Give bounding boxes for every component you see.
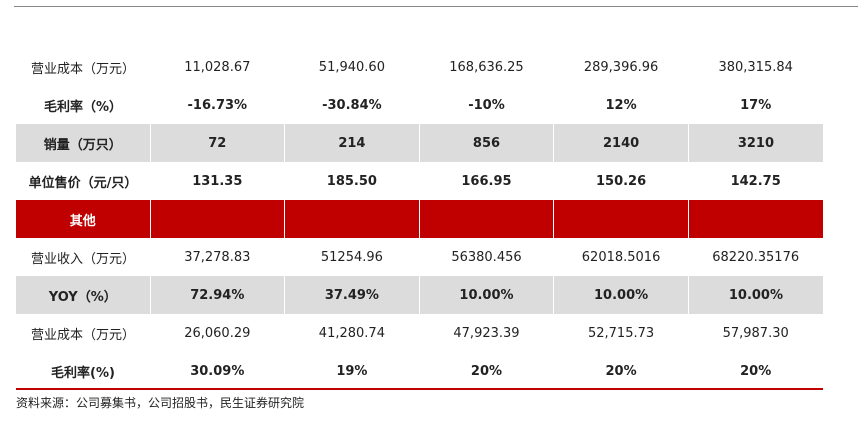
row-label: 营业收入（万元） [30, 251, 135, 267]
bottom-rule [16, 388, 823, 390]
cell: 72.94% [149, 276, 285, 314]
cell: 30.09% [190, 363, 245, 379]
cell: 168,636.25 [449, 59, 524, 75]
cell: 57,987.30 [722, 325, 789, 341]
cell: 185.50 [326, 173, 377, 189]
cell: -10% [468, 97, 505, 113]
cell [687, 200, 823, 238]
row-label: 营业成本（万元） [30, 61, 135, 77]
cell: 166.95 [461, 173, 512, 189]
cell: 3210 [687, 124, 823, 162]
cell: 2140 [553, 124, 689, 162]
row-label: 营业成本（万元） [30, 327, 135, 343]
cell: 10.00% [553, 276, 689, 314]
cell: 20% [740, 363, 772, 379]
cell [553, 200, 689, 238]
cell: 72 [149, 124, 285, 162]
cell [418, 200, 554, 238]
cell: 56380.456 [451, 249, 522, 265]
cell: 41,280.74 [318, 325, 385, 341]
cell: 10.00% [418, 276, 554, 314]
row-label: 毛利率（%） [43, 99, 123, 115]
cell: 51,940.60 [318, 59, 385, 75]
table-row-operating-cost-2: 营业成本（万元） 26,060.29 41,280.74 47,923.39 5… [16, 314, 823, 352]
cell [149, 200, 285, 238]
cell: 37.49% [284, 276, 420, 314]
cell: 51254.96 [320, 249, 383, 265]
cell: 20% [470, 363, 503, 379]
table-row-gross-margin: 毛利率（%） -16.73% -30.84% -10% 12% 17% [16, 86, 823, 124]
cell: 10.00% [687, 276, 823, 314]
source-note: 资料来源：公司募集书，公司招股书，民生证券研究院 [16, 396, 305, 410]
cell: 47,923.39 [453, 325, 520, 341]
financial-table: 营业成本（万元） 11,028.67 51,940.60 168,636.25 … [16, 48, 823, 390]
cell: 150.26 [595, 173, 647, 189]
cell: -30.84% [322, 97, 382, 113]
cell: 380,315.84 [718, 59, 793, 75]
table-row-sales-volume: 销量（万只） 72 214 856 2140 3210 [16, 124, 823, 162]
cell: 856 [418, 124, 554, 162]
section-header-other: 其他 [16, 200, 823, 238]
row-label: 销量（万只） [16, 124, 150, 162]
row-label: YOY（%） [16, 276, 150, 314]
cell [284, 200, 420, 238]
cell: 62018.5016 [581, 249, 661, 265]
cell: 289,396.96 [583, 59, 659, 75]
cell: 142.75 [730, 173, 781, 189]
cell: 11,028.67 [184, 59, 251, 75]
cell: 19% [336, 363, 368, 379]
table-row-yoy: YOY（%） 72.94% 37.49% 10.00% 10.00% 10.00… [16, 276, 823, 314]
cell: 12% [605, 97, 637, 113]
cell: 131.35 [192, 173, 243, 189]
cell: 214 [284, 124, 420, 162]
cell: 68220.35176 [712, 249, 800, 265]
table-row-operating-cost: 营业成本（万元） 11,028.67 51,940.60 168,636.25 … [16, 48, 823, 86]
top-rule [14, 6, 858, 7]
table-row-unit-price: 单位售价（元/只） 131.35 185.50 166.95 150.26 14… [16, 162, 823, 200]
cell: -16.73% [187, 97, 248, 113]
table-row-operating-revenue: 营业收入（万元） 37,278.83 51254.96 56380.456 62… [16, 238, 823, 276]
cell: 17% [740, 97, 772, 113]
row-label: 毛利率(%) [51, 365, 115, 381]
cell: 20% [605, 363, 637, 379]
cell: 26,060.29 [184, 325, 251, 341]
table-row-gross-margin-2: 毛利率(%) 30.09% 19% 20% 20% 20% [16, 352, 823, 390]
cell: 52,715.73 [587, 325, 655, 341]
section-label: 其他 [16, 200, 150, 238]
row-label: 单位售价（元/只） [28, 175, 138, 191]
cell: 37,278.83 [184, 249, 251, 265]
